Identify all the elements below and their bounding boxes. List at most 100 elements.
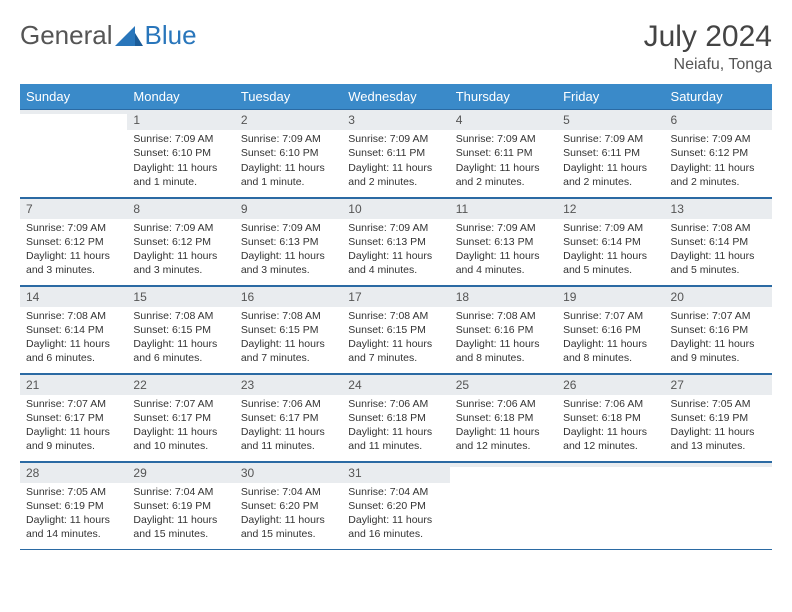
- day-number: 15: [127, 286, 234, 307]
- sunset-text: Sunset: 6:16 PM: [563, 323, 658, 337]
- day-number: 27: [665, 374, 772, 395]
- day-number: 18: [450, 286, 557, 307]
- daylight-text: Daylight: 11 hours: [133, 249, 228, 263]
- calendar-day-cell: 1Sunrise: 7:09 AMSunset: 6:10 PMDaylight…: [127, 109, 234, 197]
- sunrise-text: Sunrise: 7:04 AM: [241, 485, 336, 499]
- daylight-text: Daylight: 11 hours: [133, 425, 228, 439]
- sunset-text: Sunset: 6:18 PM: [456, 411, 551, 425]
- sunrise-text: Sunrise: 7:09 AM: [456, 221, 551, 235]
- daylight-text: Daylight: 11 hours: [26, 513, 121, 527]
- day-body: [557, 467, 664, 473]
- day-body: Sunrise: 7:09 AMSunset: 6:10 PMDaylight:…: [127, 130, 234, 193]
- daylight-text: Daylight: 11 hours: [133, 513, 228, 527]
- daylight-text: and 6 minutes.: [26, 351, 121, 365]
- sunset-text: Sunset: 6:12 PM: [26, 235, 121, 249]
- day-number: 8: [127, 198, 234, 219]
- day-body: [665, 467, 772, 473]
- sunrise-text: Sunrise: 7:06 AM: [563, 397, 658, 411]
- sunrise-text: Sunrise: 7:05 AM: [671, 397, 766, 411]
- calendar-day-cell: 3 Sunrise: 7:09 AMSunset: 6:11 PMDaylight…: [342, 109, 449, 197]
- day-body: Sunrise: 7:09 AMSunset: 6:11 PMDaylight:…: [450, 130, 557, 193]
- daylight-text: Daylight: 11 hours: [456, 337, 551, 351]
- day-body: Sunrise: 7:06 AMSunset: 6:18 PMDaylight:…: [557, 395, 664, 458]
- day-number-text: 16: [241, 290, 254, 304]
- day-number-text: 9: [241, 202, 248, 216]
- day-number-text: 3: [348, 113, 355, 127]
- sunset-text: Sunset: 6:15 PM: [348, 323, 443, 337]
- calendar-day-cell: 30 Sunrise: 7:04 AMSunset: 6:20 PMDayligh…: [235, 461, 342, 549]
- calendar-day-cell: 27Sunrise: 7:05 AMSunset: 6:19 PMDayligh…: [665, 373, 772, 461]
- daylight-text: and 8 minutes.: [563, 351, 658, 365]
- daylight-text: Daylight: 11 hours: [563, 425, 658, 439]
- daylight-text: and 8 minutes.: [456, 351, 551, 365]
- day-number-text: 29: [133, 466, 146, 480]
- sunset-text: Sunset: 6:10 PM: [241, 146, 336, 160]
- day-body: Sunrise: 7:08 AMSunset: 6:15 PMDaylight:…: [235, 307, 342, 370]
- day-number: 16: [235, 286, 342, 307]
- weekday-header-row: Sunday Monday Tuesday Wednesday Thursday…: [20, 84, 772, 109]
- sunset-text: Sunset: 6:19 PM: [671, 411, 766, 425]
- daylight-text: and 3 minutes.: [133, 263, 228, 277]
- month-title: July 2024: [644, 20, 772, 54]
- calendar-day-cell: 9Sunrise: 7:09 AMSunset: 6:13 PMDaylight…: [235, 197, 342, 285]
- day-number: 29: [127, 462, 234, 483]
- day-number-text: 5: [563, 113, 570, 127]
- calendar-day-cell: 29Sunrise: 7:04 AMSunset: 6:19 PMDayligh…: [127, 461, 234, 549]
- sunrise-text: Sunrise: 7:09 AM: [348, 221, 443, 235]
- daylight-text: and 2 minutes.: [671, 175, 766, 189]
- day-body: Sunrise: 7:09 AMSunset: 6:10 PMDaylight:…: [235, 130, 342, 193]
- sunrise-text: Sunrise: 7:09 AM: [348, 132, 443, 146]
- day-body: Sunrise: 7:06 AMSunset: 6:18 PMDaylight:…: [342, 395, 449, 458]
- sunrise-text: Sunrise: 7:09 AM: [563, 132, 658, 146]
- daylight-text: Daylight: 11 hours: [241, 513, 336, 527]
- day-body: Sunrise: 7:08 AMSunset: 6:16 PMDaylight:…: [450, 307, 557, 370]
- daylight-text: and 1 minute.: [241, 175, 336, 189]
- day-number: 5: [557, 109, 664, 130]
- weekday-header: Saturday: [665, 84, 772, 109]
- weekday-header: Thursday: [450, 84, 557, 109]
- weekday-header: Friday: [557, 84, 664, 109]
- day-number: 20: [665, 286, 772, 307]
- daylight-text: and 6 minutes.: [133, 351, 228, 365]
- calendar-day-cell: 6Sunrise: 7:09 AMSunset: 6:12 PMDaylight…: [665, 109, 772, 197]
- daylight-text: Daylight: 11 hours: [671, 161, 766, 175]
- day-body: Sunrise: 7:05 AMSunset: 6:19 PMDaylight:…: [665, 395, 772, 458]
- calendar-week-row: 21Sunrise: 7:07 AMSunset: 6:17 PMDayligh…: [20, 373, 772, 461]
- day-number-text: 30: [241, 466, 254, 480]
- day-body: Sunrise: 7:08 AMSunset: 6:15 PMDaylight:…: [342, 307, 449, 370]
- sunset-text: Sunset: 6:11 PM: [348, 146, 443, 160]
- daylight-text: and 10 minutes.: [133, 439, 228, 453]
- day-number-text: 14: [26, 290, 39, 304]
- day-number: 6: [665, 109, 772, 130]
- daylight-text: and 14 minutes.: [26, 527, 121, 541]
- daylight-text: Daylight: 11 hours: [26, 337, 121, 351]
- sunrise-text: Sunrise: 7:08 AM: [348, 309, 443, 323]
- daylight-text: Daylight: 11 hours: [26, 249, 121, 263]
- calendar-day-cell: 10Sunrise: 7:09 AMSunset: 6:13 PMDayligh…: [342, 197, 449, 285]
- sunset-text: Sunset: 6:16 PM: [456, 323, 551, 337]
- day-body: Sunrise: 7:09 AMSunset: 6:11 PMDaylight:…: [342, 130, 449, 193]
- sunset-text: Sunset: 6:13 PM: [348, 235, 443, 249]
- daylight-text: Daylight: 11 hours: [456, 161, 551, 175]
- sunrise-text: Sunrise: 7:07 AM: [671, 309, 766, 323]
- day-number: 17: [342, 286, 449, 307]
- daylight-text: Daylight: 11 hours: [456, 425, 551, 439]
- daylight-text: Daylight: 11 hours: [563, 249, 658, 263]
- day-number: 22: [127, 374, 234, 395]
- daylight-text: and 2 minutes.: [456, 175, 551, 189]
- sunset-text: Sunset: 6:18 PM: [348, 411, 443, 425]
- daylight-text: and 2 minutes.: [563, 175, 658, 189]
- calendar-day-cell: 31Sunrise: 7:04 AMSunset: 6:20 PMDayligh…: [342, 461, 449, 549]
- sunrise-text: Sunrise: 7:09 AM: [563, 221, 658, 235]
- calendar-day-cell: [20, 109, 127, 197]
- sunset-text: Sunset: 6:18 PM: [563, 411, 658, 425]
- daylight-text: Daylight: 11 hours: [241, 249, 336, 263]
- brand-logo: General Blue: [20, 20, 197, 51]
- daylight-text: Daylight: 11 hours: [563, 161, 658, 175]
- calendar-day-cell: 28Sunrise: 7:05 AMSunset: 6:19 PMDayligh…: [20, 461, 127, 549]
- daylight-text: Daylight: 11 hours: [241, 161, 336, 175]
- day-number: 2: [235, 109, 342, 130]
- sunset-text: Sunset: 6:12 PM: [671, 146, 766, 160]
- location-label: Neiafu, Tonga: [644, 56, 772, 74]
- day-body: Sunrise: 7:04 AMSunset: 6:20 PMDaylight:…: [235, 483, 342, 546]
